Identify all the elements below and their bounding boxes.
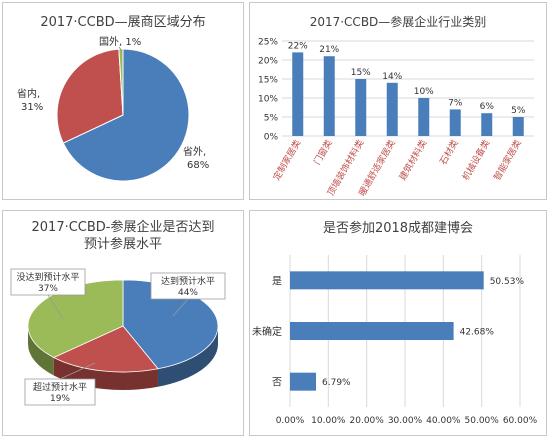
industry-bar-5 [449, 109, 461, 136]
industry-value-3: 14% [382, 72, 402, 82]
industry-bar-0 [292, 52, 304, 136]
industry-bar-3 [386, 82, 398, 136]
target-value-1: 19% [50, 394, 70, 404]
industry-ytick: 10% [258, 95, 278, 105]
industry-ytick: 15% [258, 76, 278, 86]
industry-category-4: 建筑材料类 [396, 138, 429, 183]
attend-xtick: 30.00% [388, 416, 423, 426]
attend-bar-chart: 0.00% 10.00% 20.00% 30.00% 40.00% 50.00% 60.00… [252, 255, 538, 426]
attend-category-0: 是 [272, 275, 282, 287]
region-label-0: 省外, 68% [183, 145, 209, 171]
target-slice-2 [27, 279, 124, 358]
attend-bar-1 [290, 322, 454, 340]
industry-bar-title: 2017·CCBD—参展企业行业类别 [309, 15, 487, 29]
attend-value-2: 6.79% [322, 378, 351, 388]
industry-bar-panel: 2017·CCBD—参展企业行业类别 0% 5% 10% 15% 20% 25% 22% 定制… [249, 2, 547, 200]
target-pie-title: 2017·CCBD-参展企业是否达到 预计参展水平 [3, 219, 243, 253]
attend-xtick: 0.00% [276, 416, 305, 426]
region-slice-1 [56, 48, 124, 144]
industry-category-1: 门窗类 [311, 138, 335, 167]
target-pie-title-line-1: 2017·CCBD-参展企业是否达到 [31, 220, 215, 235]
attend-bar-title: 是否参加2018成都建博会 [322, 221, 474, 236]
industry-value-5: 7% [448, 98, 463, 108]
target-callout-box-2 [10, 268, 86, 296]
industry-bar-1 [323, 56, 335, 137]
industry-value-4: 10% [414, 87, 434, 97]
industry-category-6: 机械设备类 [459, 138, 492, 183]
industry-bar-4 [418, 98, 430, 136]
attend-xtick: 50.00% [465, 416, 500, 426]
target-callout-pointer-2 [47, 294, 64, 320]
region-label-1: 省内, 31% [17, 87, 43, 113]
attend-xtick: 40.00% [426, 416, 461, 426]
attend-xtick: 10.00% [311, 416, 346, 426]
region-pie-panel: 2017·CCBD—展商区域分布 省外, 68% 省内, 31% 国外, 1% [2, 2, 244, 200]
target-value-2: 37% [38, 284, 58, 294]
target-pie-panel: 2017·CCBD-参展企业是否达到 预计参展水平 达到预计水平 44% 超过预计水… [2, 210, 244, 436]
industry-ytick: 20% [258, 57, 278, 67]
industry-bar-6 [481, 113, 493, 136]
attend-value-1: 42.68% [460, 328, 495, 338]
industry-ytick: 0% [264, 133, 279, 143]
industry-category-0: 定制家居类 [270, 138, 303, 183]
industry-value-7: 5% [511, 106, 526, 116]
industry-bar-chart: 0%5%10%15%20%25% 22%定制家居类21%门窗类15%顶墙装饰材料类… [258, 38, 534, 198]
target-callout-pointer-1 [59, 362, 96, 380]
attend-bar-panel: 是否参加2018成都建博会 0.00% 10.00% 20.00% 30.00% 40.… [249, 210, 547, 436]
industry-bar-7 [512, 117, 524, 136]
region-pie-title: 2017·CCBD—展商区域分布 [40, 15, 206, 30]
attend-xtick: 20.00% [350, 416, 385, 426]
region-slice-0 [62, 48, 190, 182]
target-slice-1 [52, 325, 159, 373]
target-callout-box-1 [24, 378, 96, 406]
attend-category-1: 未确定 [252, 325, 282, 338]
industry-value-2: 15% [351, 68, 371, 78]
industry-ytick: 5% [264, 114, 279, 124]
attend-bar-0 [290, 271, 484, 290]
industry-category-7: 智能家居类 [491, 138, 524, 183]
industry-value-6: 6% [480, 102, 495, 112]
attend-bar-2 [290, 372, 317, 391]
target-pie-title-line-2: 预计参展水平 [83, 237, 162, 252]
industry-ytick: 25% [258, 38, 278, 48]
region-label-2: 国外, 1% [99, 36, 141, 48]
target-callout-pointer-0 [172, 298, 189, 317]
region-pie-chart: 省外, 68% 省内, 31% 国外, 1% [17, 36, 209, 182]
industry-bar-2 [355, 79, 367, 136]
attend-xtick: 60.00% [503, 416, 538, 426]
target-callout-box-0 [150, 272, 226, 300]
industry-category-5: 石材类 [437, 138, 461, 167]
region-leader-2 [118, 46, 123, 52]
target-label-2: 没达到预计水平 [16, 271, 79, 283]
target-value-0: 44% [178, 288, 198, 298]
attend-value-0: 50.53% [490, 277, 525, 287]
attend-category-2: 否 [272, 377, 282, 389]
industry-value-1: 21% [319, 45, 339, 55]
target-label-0: 达到预计水平 [161, 275, 215, 287]
industry-value-0: 22% [288, 41, 308, 51]
target-side-0 [157, 326, 218, 387]
target-label-1: 超过预计水平 [33, 381, 87, 393]
target-side-2 [27, 326, 54, 376]
